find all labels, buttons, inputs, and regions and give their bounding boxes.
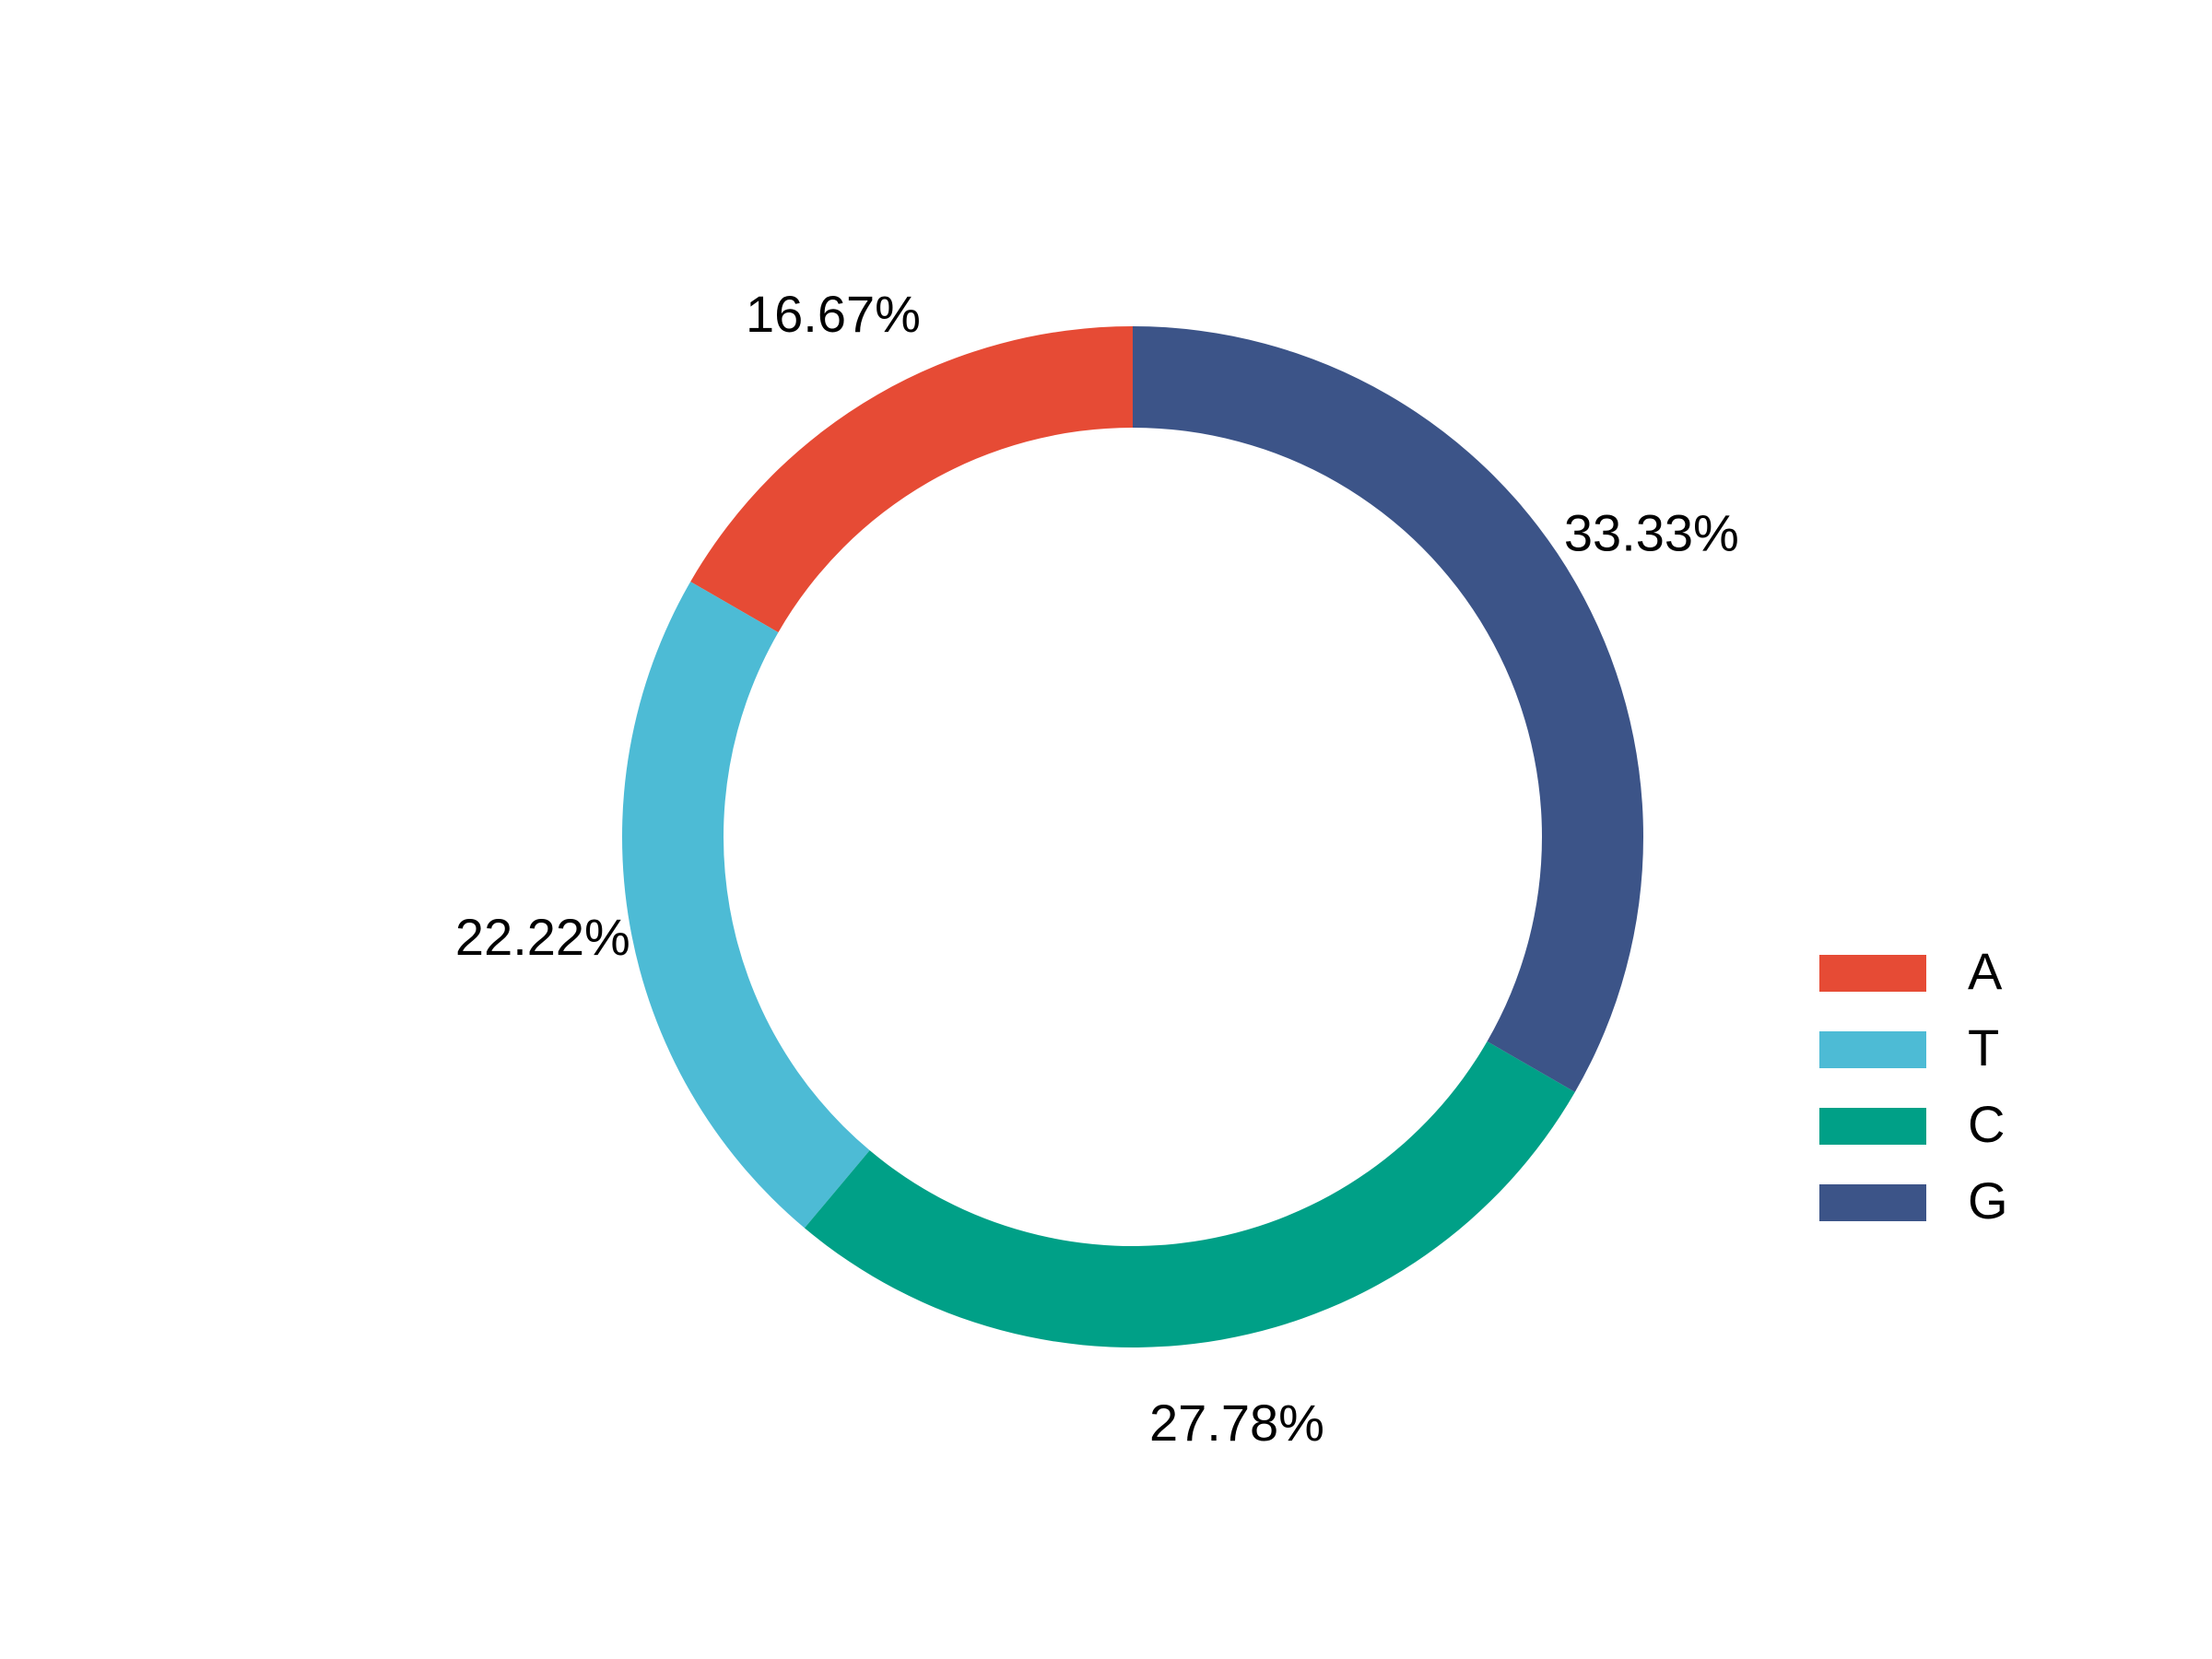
legend-swatch — [1819, 1031, 1926, 1068]
value-label: 22.22% — [455, 908, 630, 966]
legend-label: T — [1968, 1018, 1999, 1077]
value-label: 27.78% — [1149, 1394, 1324, 1452]
legend-label: G — [1968, 1171, 2008, 1230]
donut-segment — [804, 1041, 1575, 1347]
legend-swatch — [1819, 1108, 1926, 1145]
donut-segment — [622, 582, 870, 1229]
donut-segment — [690, 326, 1133, 633]
legend-swatch — [1819, 1184, 1926, 1221]
value-label: 16.67% — [746, 285, 921, 343]
donut-segment — [1133, 326, 1643, 1092]
legend-swatch — [1819, 955, 1926, 992]
legend-label: A — [1968, 942, 2003, 1000]
legend-label: C — [1968, 1095, 2005, 1153]
value-label: 33.33% — [1564, 504, 1739, 562]
